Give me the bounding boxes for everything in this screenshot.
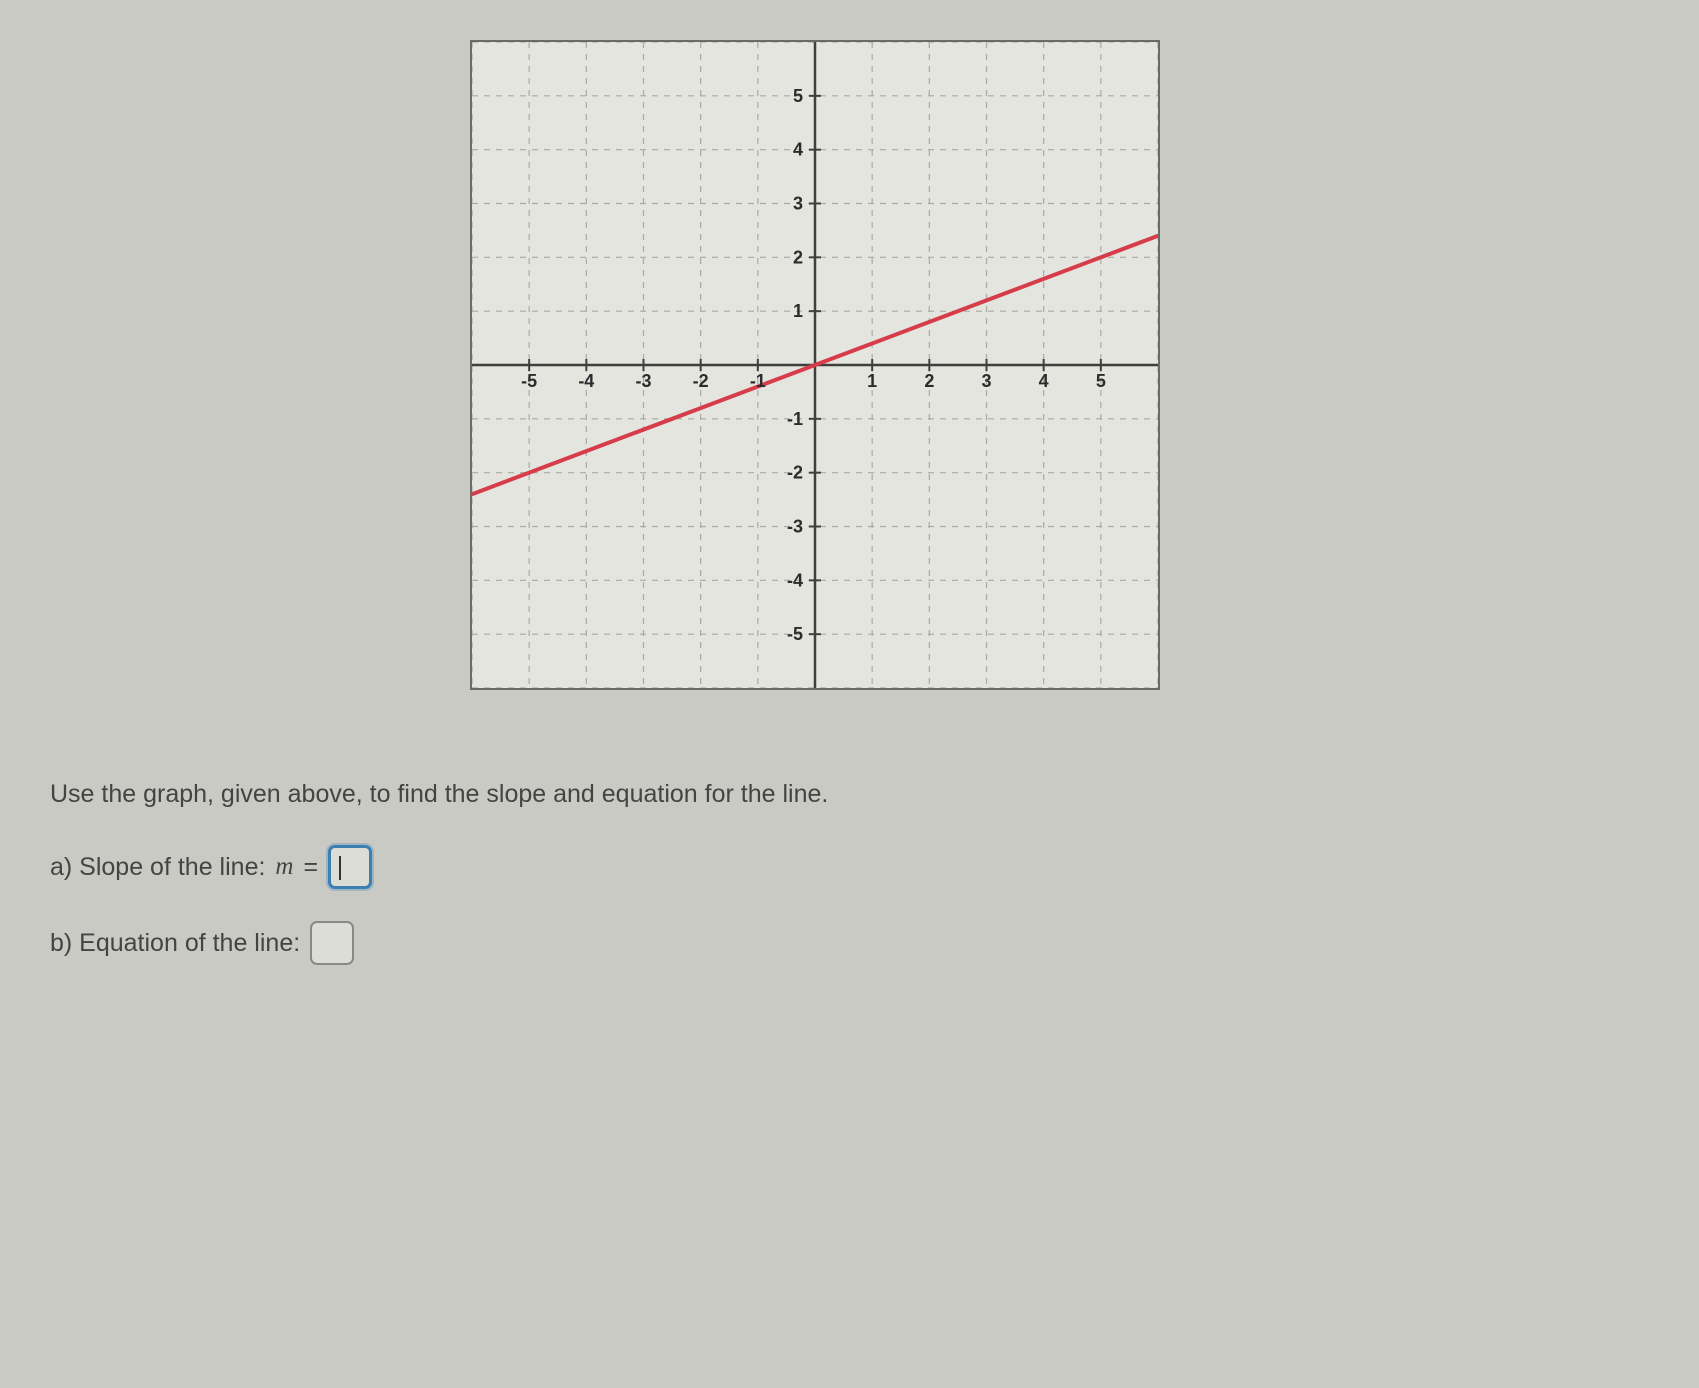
line-graph: -5 -4 -3 -2 -1 1 2 3 4 5 5 4 3 2 1 -1 -2 -3 -4 -5 — [472, 42, 1158, 688]
equation-input[interactable] — [310, 921, 354, 965]
part-a-variable: m — [275, 853, 293, 881]
svg-text:1: 1 — [793, 301, 803, 321]
graph-panel: -5 -4 -3 -2 -1 1 2 3 4 5 5 4 3 2 1 -1 -2 -3 -4 -5 — [470, 40, 1160, 690]
svg-text:5: 5 — [1096, 371, 1106, 391]
svg-text:-2: -2 — [787, 463, 803, 483]
svg-text:1: 1 — [867, 371, 877, 391]
svg-text:4: 4 — [793, 140, 803, 160]
svg-text:-1: -1 — [787, 409, 803, 429]
svg-text:5: 5 — [793, 86, 803, 106]
svg-text:-3: -3 — [787, 517, 803, 537]
svg-text:3: 3 — [793, 194, 803, 214]
question-block: Use the graph, given above, to find the … — [50, 780, 1250, 997]
svg-text:2: 2 — [924, 371, 934, 391]
svg-text:-5: -5 — [521, 371, 537, 391]
svg-text:-2: -2 — [693, 371, 709, 391]
svg-text:-4: -4 — [578, 371, 594, 391]
slope-input[interactable] — [328, 845, 372, 889]
svg-text:-3: -3 — [635, 371, 651, 391]
question-prompt: Use the graph, given above, to find the … — [50, 780, 1250, 809]
svg-text:-4: -4 — [787, 570, 803, 590]
part-b-label: b) Equation of the line: — [50, 929, 300, 958]
part-b-row: b) Equation of the line: — [50, 921, 1250, 965]
equals-sign: = — [303, 853, 318, 882]
svg-text:-1: -1 — [750, 371, 766, 391]
svg-text:-5: -5 — [787, 624, 803, 644]
part-a-label: a) Slope of the line: — [50, 853, 265, 882]
svg-text:2: 2 — [793, 247, 803, 267]
part-a-row: a) Slope of the line: m = — [50, 845, 1250, 889]
svg-text:3: 3 — [981, 371, 991, 391]
svg-text:4: 4 — [1039, 371, 1049, 391]
page-root: -5 -4 -3 -2 -1 1 2 3 4 5 5 4 3 2 1 -1 -2 -3 -4 -5 Use the g… — [30, 30, 1669, 1358]
